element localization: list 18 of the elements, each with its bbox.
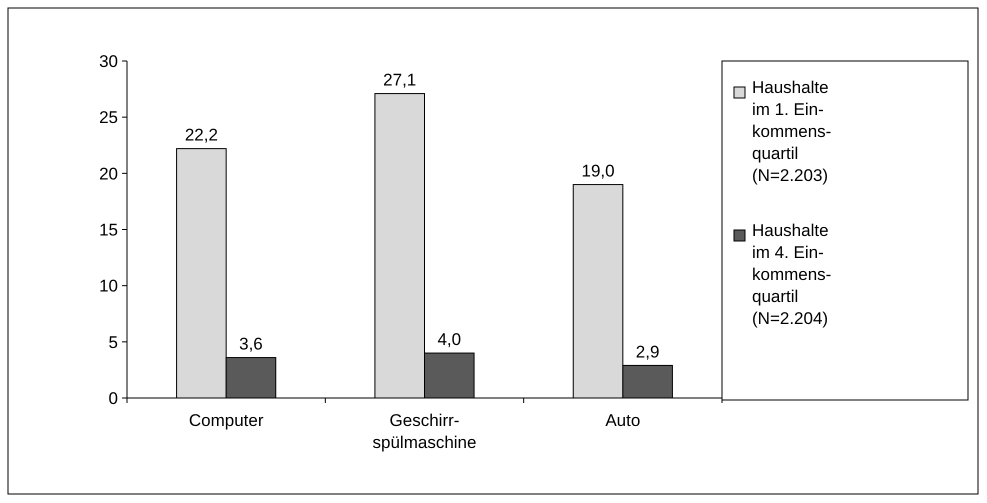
y-tick-label: 5 — [108, 332, 118, 352]
text: 2,9 — [636, 342, 660, 362]
text: 4,0 — [437, 330, 462, 350]
y-tick-label: 20 — [99, 164, 118, 184]
x-tick-label: Computer — [188, 411, 264, 430]
y-tick-label: 10 — [99, 276, 118, 296]
text: 19,0 — [581, 162, 615, 181]
y-tick-label: 30 — [99, 52, 118, 71]
legend-label: Haushalte im 4. Ein-kommens-quartil (N=2.204) — [752, 221, 832, 328]
text: 22,2 — [184, 126, 218, 145]
legend-label: Haushalte im 1. Ein-kommens-quartil (N=2.203) — [752, 78, 832, 185]
x-tick-label: Geschirr-spülmaschine — [372, 411, 476, 452]
text: 27,1 — [383, 70, 416, 90]
text: 3,6 — [239, 334, 263, 354]
y-tick-label: 15 — [99, 220, 118, 240]
y-tick-label: 25 — [99, 108, 118, 128]
x-tick-label: Auto — [605, 411, 640, 430]
y-tick-label: 0 — [108, 388, 118, 408]
